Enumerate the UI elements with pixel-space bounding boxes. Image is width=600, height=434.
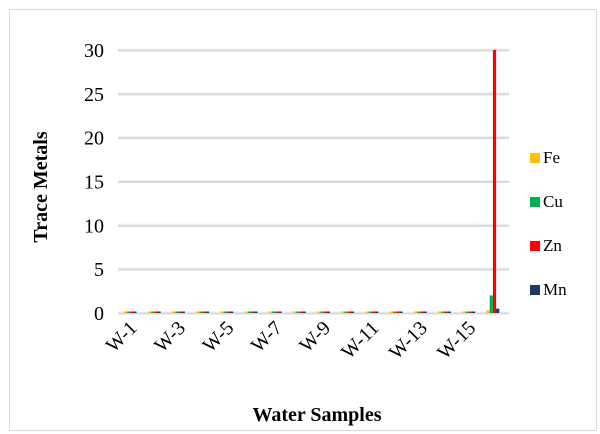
bar-fe-w-4 xyxy=(196,312,199,314)
bar-cu-w-13 xyxy=(417,312,420,314)
legend-label-zn: Zn xyxy=(543,236,562,255)
bar-mn-w-6 xyxy=(254,312,257,314)
bar-mn-w-10 xyxy=(351,312,354,314)
bar-cu-w-4 xyxy=(199,312,202,314)
bar-zn-w-3 xyxy=(178,312,181,314)
legend-swatch-fe xyxy=(530,153,540,163)
legend: Fe Cu Zn Mn xyxy=(530,148,567,299)
bar-zn-w-15 xyxy=(469,312,472,314)
bar-fe-w-5 xyxy=(220,312,223,314)
bar-zn-w-6 xyxy=(251,312,254,314)
bar-cu-w-14 xyxy=(441,312,444,314)
y-tick-label: 20 xyxy=(84,128,104,150)
bar-mn-w-8 xyxy=(303,312,306,314)
bar-fe-w-13 xyxy=(414,312,417,314)
bar-fe-w-14 xyxy=(438,312,441,314)
y-tick-label: 10 xyxy=(84,215,104,237)
bar-zn-w-13 xyxy=(420,312,423,314)
bar-cu-w-8 xyxy=(296,312,299,314)
y-tick-label: 15 xyxy=(84,172,104,194)
bar-fe-w-16 xyxy=(487,310,490,313)
bar-zn-w-4 xyxy=(203,312,206,314)
bar-fe-w-8 xyxy=(293,312,296,314)
bar-mn-w-7 xyxy=(278,312,281,314)
bar-cu-w-7 xyxy=(272,312,275,314)
bar-mn-w-16 xyxy=(496,309,499,313)
legend-swatch-cu xyxy=(530,197,540,207)
bar-zn-w-7 xyxy=(275,312,278,314)
bar-zn-w-1 xyxy=(130,312,133,314)
bar-cu-w-11 xyxy=(369,312,372,314)
bar-fe-w-6 xyxy=(245,312,248,314)
bar-fe-w-1 xyxy=(124,312,127,314)
x-tick-label: W-7 xyxy=(247,317,287,357)
bar-fe-w-12 xyxy=(390,312,393,314)
bar-cu-w-10 xyxy=(345,312,348,314)
bar-zn-w-2 xyxy=(154,312,157,314)
y-tick-label: 25 xyxy=(84,84,104,106)
bar-zn-w-8 xyxy=(299,312,302,314)
legend-label-fe: Fe xyxy=(543,148,560,167)
bar-mn-w-5 xyxy=(230,312,233,314)
legend-swatch-mn xyxy=(530,285,540,295)
x-tick-label: W-9 xyxy=(295,317,335,357)
bar-fe-w-15 xyxy=(462,312,465,314)
bar-cu-w-12 xyxy=(393,312,396,314)
bar-mn-w-1 xyxy=(133,312,136,314)
bar-zn-w-10 xyxy=(348,312,351,314)
bar-cu-w-16 xyxy=(490,295,493,313)
bar-mn-w-9 xyxy=(327,312,330,314)
bar-fe-w-9 xyxy=(317,312,320,314)
bar-cu-w-15 xyxy=(466,312,469,314)
y-tick-label: 30 xyxy=(84,40,104,62)
y-axis-title: Trace Metals xyxy=(30,131,52,242)
bar-mn-w-13 xyxy=(424,312,427,314)
x-tick-label: W-1 xyxy=(102,317,142,357)
legend-label-cu: Cu xyxy=(543,192,563,211)
gridlines xyxy=(118,49,509,313)
bar-mn-w-3 xyxy=(182,312,185,314)
y-tick-label: 5 xyxy=(94,259,104,281)
x-tick-label: W-13 xyxy=(385,317,432,364)
bar-mn-w-2 xyxy=(157,312,160,314)
bar-cu-w-1 xyxy=(127,312,130,314)
bar-cu-w-5 xyxy=(224,312,227,314)
bar-zn-w-11 xyxy=(372,312,375,314)
legend-swatch-zn xyxy=(530,241,540,251)
bar-fe-w-10 xyxy=(341,312,344,314)
bar-fe-w-3 xyxy=(172,312,175,314)
bar-mn-w-14 xyxy=(448,312,451,314)
bar-cu-w-3 xyxy=(175,312,178,314)
x-tick-label: W-3 xyxy=(150,317,190,357)
bar-mn-w-12 xyxy=(399,312,402,314)
x-tick-label: W-11 xyxy=(337,317,383,363)
x-axis-title: Water Samples xyxy=(252,404,381,426)
bar-zn-w-14 xyxy=(445,312,448,314)
x-tick-labels: W-1 W-3 W-5 W-7 W-9 W-11 W-13 W-15 xyxy=(102,317,481,364)
y-tick-label: 0 xyxy=(94,303,104,325)
bar-fe-w-2 xyxy=(148,312,151,314)
bar-mn-w-4 xyxy=(206,312,209,314)
bar-zn-w-12 xyxy=(396,312,399,314)
bar-mn-w-11 xyxy=(375,312,378,314)
x-tick-label: W-5 xyxy=(198,317,238,357)
bar-fe-w-7 xyxy=(269,312,272,314)
bar-cu-w-9 xyxy=(320,312,323,314)
x-tick-label: W-15 xyxy=(433,317,480,364)
bar-zn-w-5 xyxy=(227,312,230,314)
bar-fe-w-11 xyxy=(366,312,369,314)
legend-label-mn: Mn xyxy=(543,280,567,299)
y-tick-labels: 0 5 10 15 20 25 30 xyxy=(84,40,104,325)
bar-cu-w-2 xyxy=(151,312,154,314)
bar-zn-w-16 xyxy=(493,50,496,313)
bar-mn-w-15 xyxy=(472,312,475,314)
bar-cu-w-6 xyxy=(248,312,251,314)
bar-zn-w-9 xyxy=(324,312,327,314)
